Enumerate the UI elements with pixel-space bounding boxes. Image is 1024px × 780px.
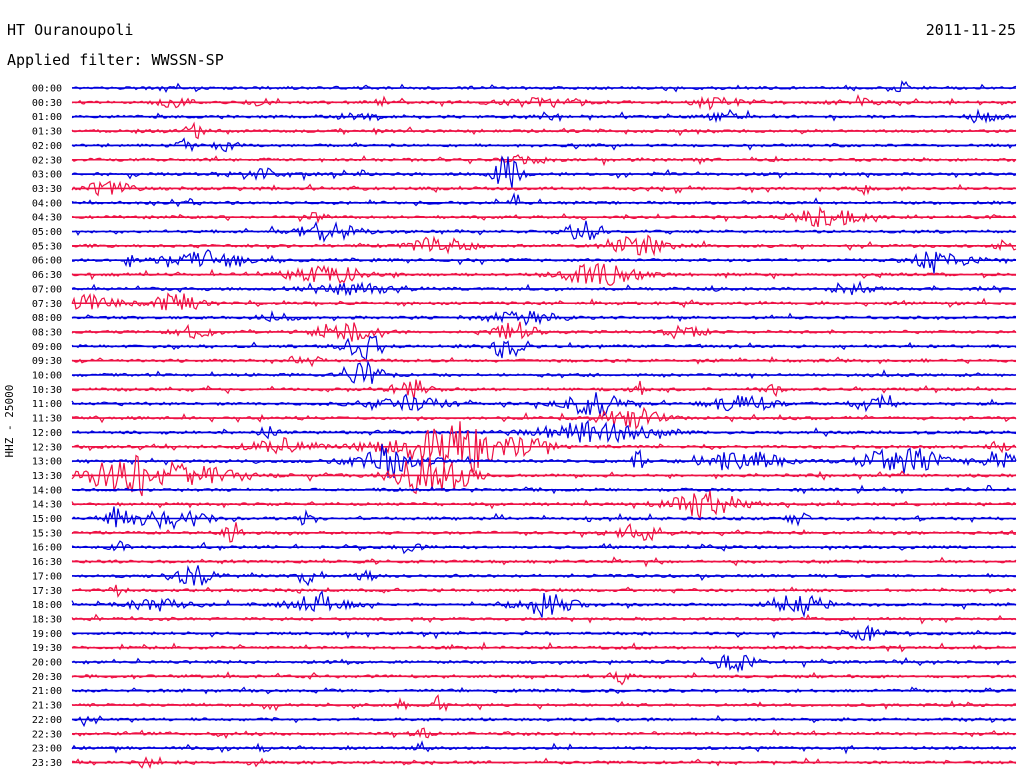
- time-label-1430: 14:30: [32, 500, 62, 511]
- time-label-1830: 18:30: [32, 614, 62, 625]
- time-label-1700: 17:00: [32, 571, 62, 582]
- time-label-1800: 18:00: [32, 600, 62, 611]
- time-label-1930: 19:30: [32, 643, 62, 654]
- time-label-0600: 06:00: [32, 256, 62, 267]
- time-label-0330: 03:30: [32, 184, 62, 195]
- time-label-0100: 01:00: [32, 112, 62, 123]
- time-label-2200: 22:00: [32, 715, 62, 726]
- time-label-0230: 02:30: [32, 155, 62, 166]
- time-labels: 00:00 00:30 01:00 01:30 02:00 02:30 03:00 03:30…: [32, 84, 62, 769]
- time-label-0200: 02:00: [32, 141, 62, 152]
- time-label-1300: 13:00: [32, 457, 62, 468]
- time-label-1630: 16:30: [32, 557, 62, 568]
- time-label-0530: 05:30: [32, 241, 62, 252]
- trace-1330: [71, 454, 1017, 497]
- time-label-1000: 10:00: [32, 371, 62, 382]
- trace-0000: [71, 79, 1017, 94]
- time-label-2330: 23:30: [32, 758, 62, 769]
- trace-1000: [71, 359, 1017, 384]
- time-label-1200: 12:00: [32, 428, 62, 439]
- time-label-1030: 10:30: [32, 385, 62, 396]
- time-label-1330: 13:30: [32, 471, 62, 482]
- time-label-0500: 05:00: [32, 227, 62, 238]
- trace-0330: [71, 180, 1017, 197]
- time-label-0000: 00:00: [32, 84, 62, 95]
- time-label-1600: 16:00: [32, 543, 62, 554]
- time-label-1500: 15:00: [32, 514, 62, 525]
- trace-2200: [71, 714, 1017, 728]
- trace-2130: [71, 694, 1016, 712]
- filter-label: Applied filter: WWSSN-SP: [7, 51, 224, 69]
- trace-2000: [71, 654, 1017, 673]
- time-label-0300: 03:00: [32, 170, 62, 181]
- station-title: HT Ouranoupoli: [7, 21, 134, 39]
- time-label-1730: 17:30: [32, 586, 62, 597]
- time-label-1130: 11:30: [32, 414, 62, 425]
- time-label-1530: 15:30: [32, 528, 62, 539]
- trace-0400: [71, 192, 1017, 208]
- time-label-1230: 12:30: [32, 442, 62, 453]
- time-label-0830: 08:30: [32, 327, 62, 338]
- time-label-2230: 22:30: [32, 729, 62, 740]
- time-label-0030: 00:30: [32, 98, 62, 109]
- date-label: 2011-11-25: [925, 21, 1016, 39]
- time-label-0900: 09:00: [32, 342, 62, 353]
- trace-lines: [71, 79, 1017, 769]
- time-label-2130: 21:30: [32, 701, 62, 712]
- trace-0900: [71, 335, 1017, 363]
- time-label-0400: 04:00: [32, 198, 62, 209]
- time-label-0730: 07:30: [32, 299, 62, 310]
- time-label-1400: 14:00: [32, 485, 62, 496]
- trace-2030: [71, 670, 1017, 686]
- trace-0600: [72, 249, 1017, 274]
- time-label-2100: 21:00: [32, 686, 62, 697]
- time-label-0430: 04:30: [32, 213, 62, 224]
- time-label-0930: 09:30: [32, 356, 62, 367]
- trace-0300: [71, 155, 1017, 189]
- time-label-0630: 06:30: [32, 270, 62, 281]
- time-label-0800: 08:00: [32, 313, 62, 324]
- time-label-0130: 01:30: [32, 127, 62, 138]
- time-label-0700: 07:00: [32, 284, 62, 295]
- time-label-2300: 23:00: [32, 744, 62, 755]
- time-label-2000: 20:00: [32, 658, 62, 669]
- time-label-1900: 19:00: [32, 629, 62, 640]
- trace-0730: [71, 292, 1017, 311]
- time-label-2030: 20:30: [32, 672, 62, 683]
- time-label-1100: 11:00: [32, 399, 62, 410]
- trace-1500: [71, 506, 1017, 531]
